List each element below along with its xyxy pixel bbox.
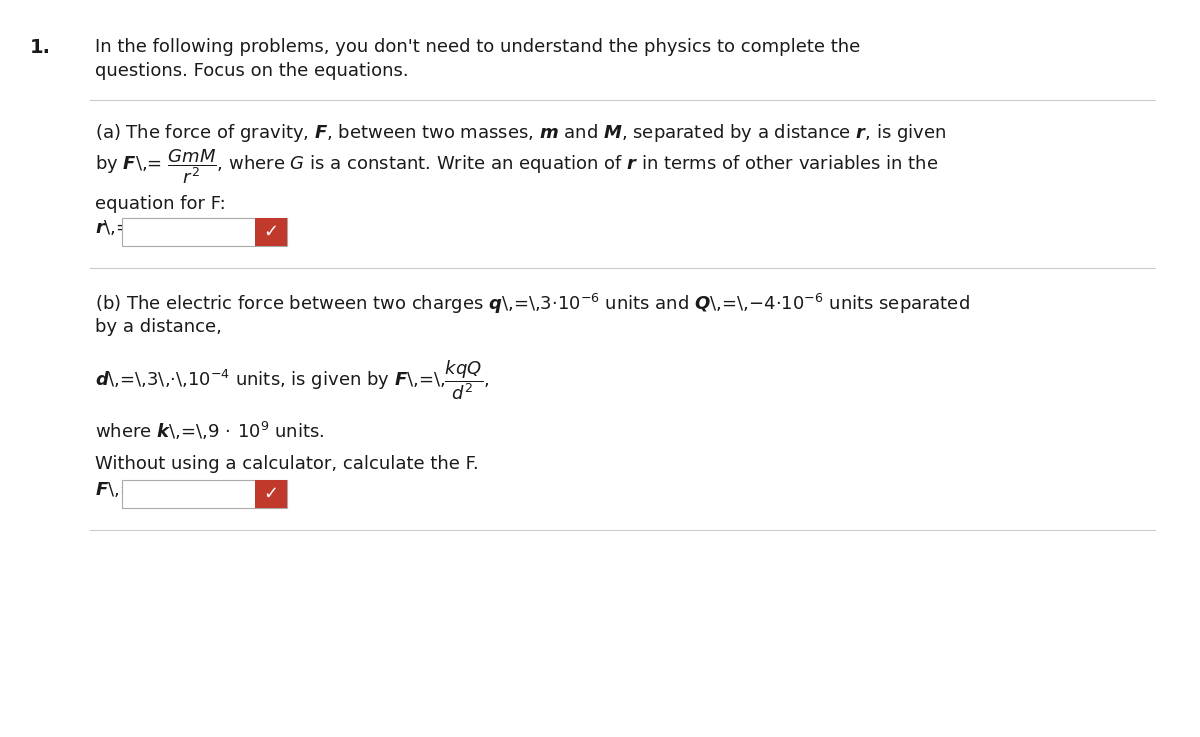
Text: 1.: 1. [30, 38, 50, 57]
Text: In the following problems, you don't need to understand the physics to complete : In the following problems, you don't nee… [95, 38, 860, 56]
Text: ✓: ✓ [264, 223, 278, 241]
FancyBboxPatch shape [122, 480, 287, 508]
Text: Without using a calculator, calculate the F.: Without using a calculator, calculate th… [95, 455, 479, 473]
Text: (a) The force of gravity, $\bfit{F}$, between two masses, $\bfit{m}$ and $\bfit{: (a) The force of gravity, $\bfit{F}$, be… [95, 122, 947, 144]
Text: equation for F:: equation for F: [95, 195, 226, 213]
FancyBboxPatch shape [256, 480, 287, 508]
FancyBboxPatch shape [122, 218, 287, 246]
Text: questions. Focus on the equations.: questions. Focus on the equations. [95, 62, 409, 80]
FancyBboxPatch shape [256, 218, 287, 246]
Text: $\bfit{F}$\,=: $\bfit{F}$\,= [95, 480, 134, 499]
Text: by a distance,: by a distance, [95, 318, 222, 336]
Text: by $\bfit{F}$\,= $\dfrac{GmM}{r^2}$, where $G$ is a constant. Write an equation : by $\bfit{F}$\,= $\dfrac{GmM}{r^2}$, whe… [95, 147, 938, 186]
Text: $\bfit{d}$\,=\,3\,$\cdot$\,10$^{-4}$ units, is given by $\bfit{F}$\,=\,$\dfrac{k: $\bfit{d}$\,=\,3\,$\cdot$\,10$^{-4}$ uni… [95, 358, 490, 402]
Text: where $\bfit{k}$\,=\,9$\,\cdot\,$10$^9$ units.: where $\bfit{k}$\,=\,9$\,\cdot\,$10$^9$ … [95, 420, 324, 442]
Text: $\bfit{r}$\,=: $\bfit{r}$\,= [95, 218, 131, 237]
Text: ✓: ✓ [264, 485, 278, 503]
Text: (b) The electric force between two charges $\bfit{q}$\,=\,3$\cdot$10$^{-6}$ unit: (b) The electric force between two charg… [95, 292, 970, 316]
